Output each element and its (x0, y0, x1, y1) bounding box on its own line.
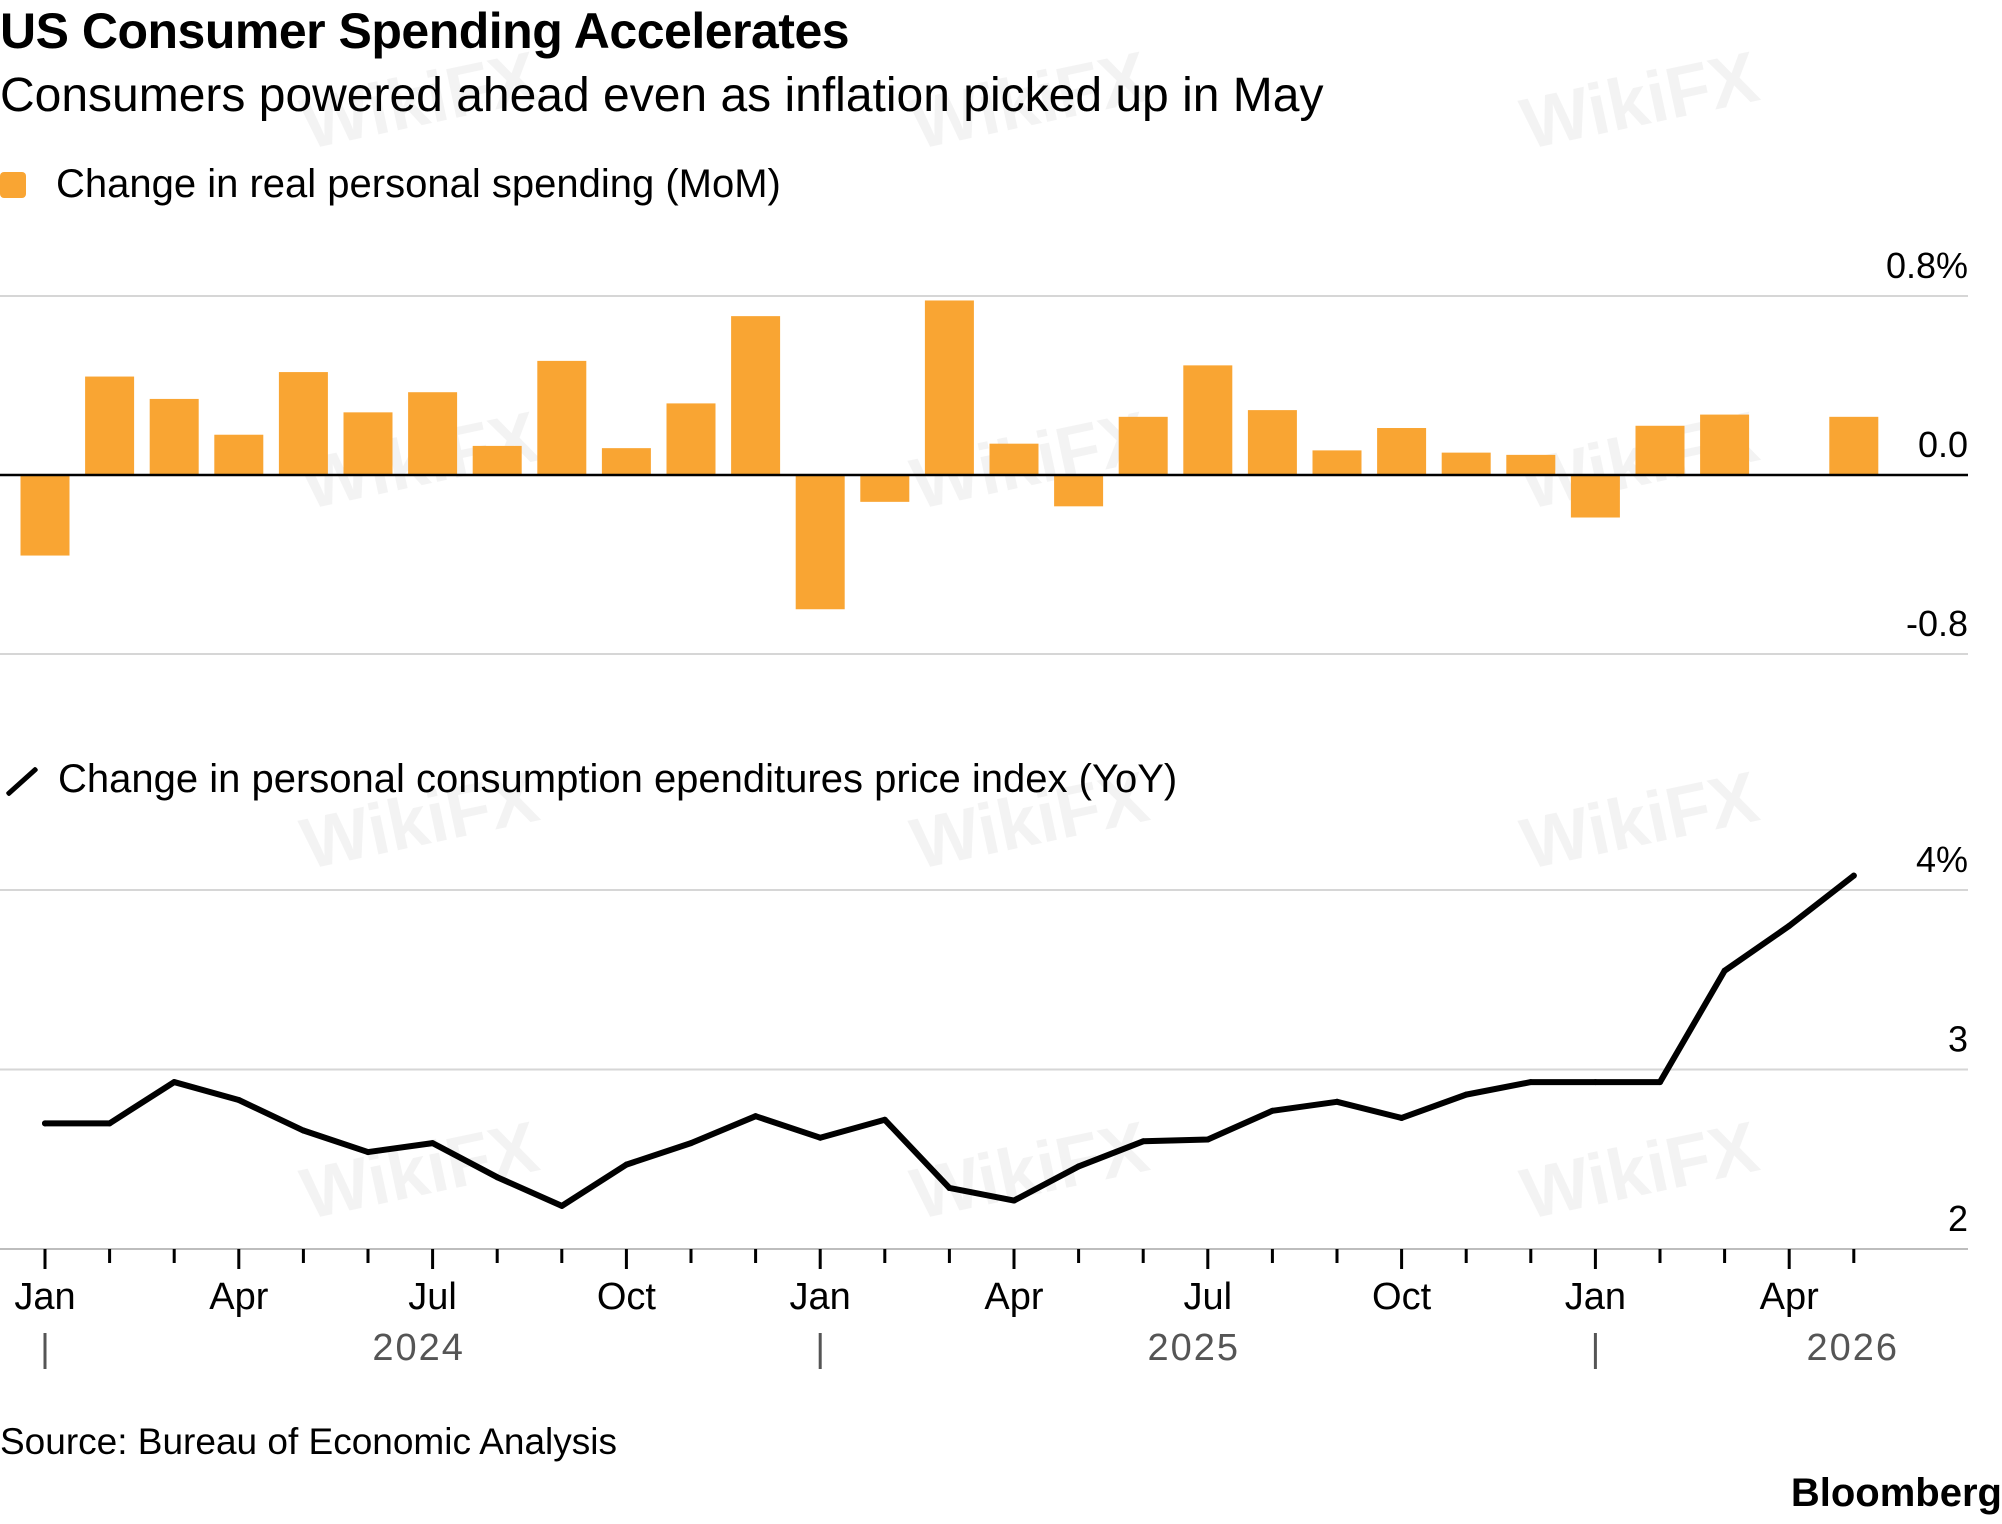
bar-y-tick-label: 0.8% (1886, 245, 1968, 286)
line-y-tick-label: 4% (1916, 839, 1968, 880)
x-month-label: Jan (790, 1276, 851, 1318)
pce-point (817, 1134, 824, 1141)
pce-point (558, 1202, 565, 1209)
bar (666, 403, 716, 475)
pce-point (1592, 1079, 1599, 1086)
x-month-label: Apr (1760, 1276, 1819, 1318)
pce-point (1657, 1079, 1663, 1086)
pce-point (300, 1127, 307, 1134)
pce-point (106, 1120, 113, 1127)
pce-point (235, 1097, 242, 1104)
line-chart-y-ticks: 4% 3 2 (1916, 839, 1968, 1239)
bar (1635, 425, 1685, 475)
line-chart-grid (0, 889, 1968, 1250)
bar (731, 316, 781, 475)
bar (860, 475, 910, 502)
bar-chart-bars (0, 300, 1968, 610)
bar (1118, 416, 1168, 475)
bar (795, 475, 845, 610)
bar (1570, 475, 1620, 518)
pce-point (494, 1174, 501, 1181)
x-year-label: 2025 (1148, 1327, 1241, 1369)
pce-point (623, 1161, 630, 1168)
bar (20, 475, 70, 556)
bar-chart-y-ticks: 0.8% 0.0 -0.8 (1886, 245, 1968, 644)
pce-point (946, 1184, 953, 1191)
bar (1377, 428, 1427, 475)
pce-point (752, 1113, 759, 1120)
x-month-label: Jul (1184, 1276, 1233, 1318)
legend-pce-label: Change in personal consumption ependitur… (58, 757, 1178, 801)
bar (1700, 414, 1750, 475)
line-y-tick-label: 3 (1948, 1019, 1968, 1060)
bar (214, 434, 264, 475)
x-year-label: 2026 (1806, 1327, 1899, 1369)
bar (472, 445, 522, 475)
legend-pce: Change in personal consumption ependitur… (0, 757, 1177, 802)
bar (924, 300, 974, 475)
legend-spending: Change in real personal spending (MoM) (0, 162, 781, 207)
line-chart-series (42, 872, 1857, 1209)
bar (149, 398, 199, 475)
bar (1506, 454, 1556, 475)
pce-point (1269, 1107, 1276, 1114)
pce-point (1398, 1114, 1405, 1121)
x-month-label: Oct (597, 1276, 657, 1318)
pce-point (429, 1140, 436, 1147)
pce-point (1850, 872, 1857, 879)
pce-point (688, 1140, 694, 1147)
bar (537, 360, 587, 475)
bar (989, 443, 1039, 475)
x-month-label: Jan (14, 1276, 75, 1318)
bar (1183, 365, 1233, 475)
legend-bar-swatch (0, 171, 26, 198)
bar (1312, 450, 1362, 475)
bar (1054, 475, 1104, 507)
bar-y-tick-label: -0.8 (1906, 603, 1968, 644)
x-axis: Jan Apr Jul Oct Jan Apr Jul Oct Jan Apr 2024 2025 20… (14, 1249, 1899, 1369)
x-month-label: Jul (408, 1276, 457, 1318)
pce-point (42, 1120, 48, 1127)
bar-y-tick-label: 0.0 (1918, 424, 1968, 465)
bar (85, 376, 135, 475)
pce-point (365, 1149, 371, 1156)
pce-point (1204, 1136, 1211, 1143)
bar (408, 392, 458, 475)
source-note: Source: Bureau of Economic Analysis (0, 1421, 617, 1462)
bar (343, 412, 393, 475)
x-month-label: Apr (209, 1276, 268, 1318)
pce-point (1786, 922, 1793, 929)
pce-point (1721, 967, 1728, 974)
pce-point (1140, 1138, 1147, 1145)
pce-point (881, 1116, 888, 1123)
bar (1441, 452, 1491, 475)
bar (1829, 416, 1879, 475)
x-month-label: Oct (1372, 1276, 1432, 1318)
bar-chart-grid (0, 295, 1968, 655)
brand-logo: Bloomberg (1790, 1471, 2002, 1515)
line-y-tick-label: 2 (1948, 1198, 1968, 1239)
x-month-label: Apr (984, 1276, 1043, 1318)
pce-point (1334, 1098, 1340, 1105)
pce-point (1075, 1163, 1082, 1170)
bar (278, 372, 328, 475)
chart-subtitle: Consumers powered ahead even as inflatio… (0, 69, 1324, 122)
chart-title: US Consumer Spending Accelerates (0, 3, 850, 59)
pce-point (1463, 1091, 1470, 1098)
legend-spending-label: Change in real personal spending (MoM) (56, 162, 781, 206)
pce-point (1527, 1079, 1534, 1086)
bar (601, 448, 651, 475)
x-year-label: 2024 (372, 1327, 465, 1369)
x-month-label: Jan (1565, 1276, 1626, 1318)
bar (1247, 410, 1297, 475)
pce-series-line (42, 872, 1857, 1209)
pce-point (1011, 1197, 1017, 1204)
pce-point (171, 1079, 178, 1086)
